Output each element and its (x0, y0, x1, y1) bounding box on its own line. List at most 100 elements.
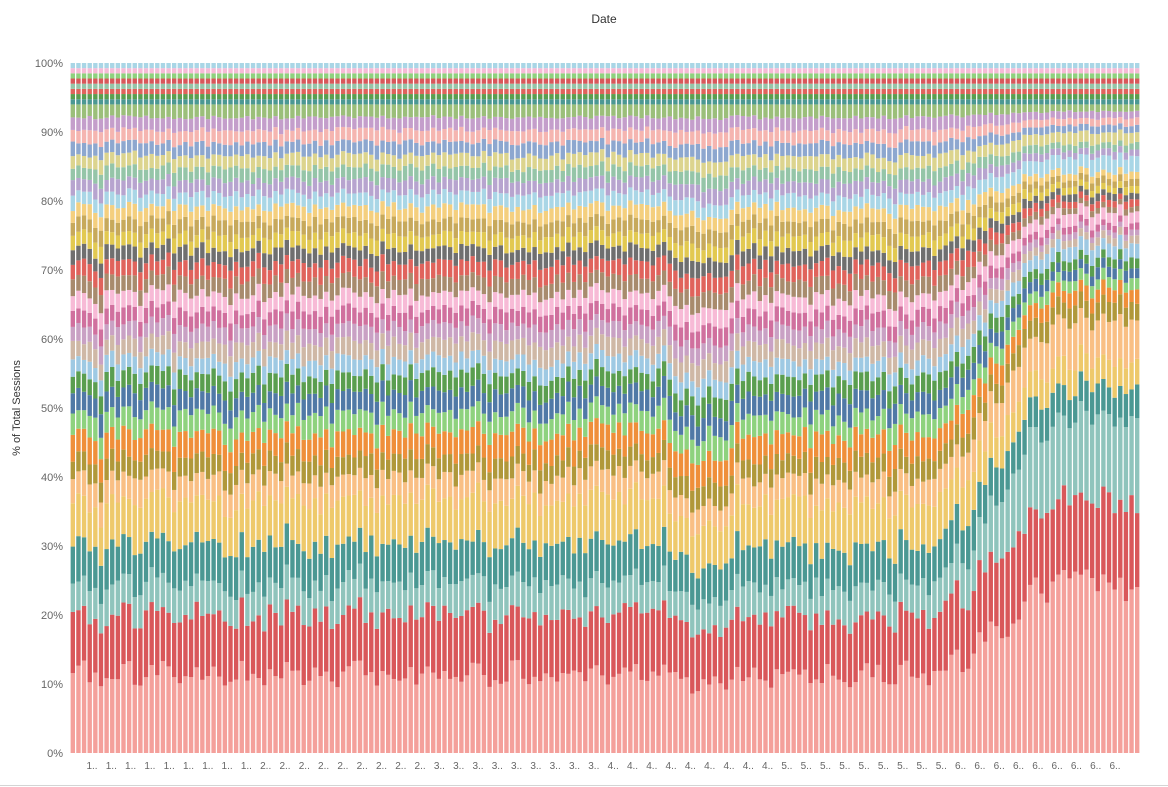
bar-segment (160, 244, 166, 260)
bar-segment (566, 94, 571, 100)
bar-segment (295, 127, 301, 140)
bar-segment (104, 99, 109, 105)
bar-segment (290, 498, 295, 541)
bar-segment (143, 194, 149, 209)
bar-segment (295, 471, 301, 494)
bar-segment (729, 619, 734, 680)
bar-segment (599, 99, 605, 105)
bar-segment (442, 357, 447, 375)
bar-segment (183, 244, 188, 261)
bar-segment (616, 540, 622, 583)
bar-segment (498, 309, 504, 325)
bar-segment (521, 183, 526, 196)
bar-segment (81, 83, 87, 89)
bar-segment (239, 83, 244, 89)
bar-segment (729, 73, 734, 79)
bar-segment (515, 354, 520, 369)
bar-segment (200, 155, 205, 167)
bar-segment (301, 439, 306, 462)
bar-segment (369, 94, 374, 100)
bar-segment (476, 232, 481, 247)
bar-segment (391, 409, 397, 430)
bar-segment (583, 236, 588, 253)
bar-segment (718, 73, 723, 79)
bar-segment (115, 380, 121, 397)
bar-segment (256, 365, 261, 385)
bar-segment (763, 359, 768, 378)
bar-segment (667, 88, 672, 95)
bar-segment (295, 231, 301, 246)
bar-segment (290, 329, 295, 343)
bar-segment (425, 94, 430, 100)
bar-segment (81, 143, 87, 156)
bar-segment (447, 94, 453, 100)
bar-segment (661, 68, 667, 74)
bar-segment (340, 255, 346, 274)
bar-segment (352, 88, 357, 95)
bar-segment (667, 395, 672, 420)
bar-segment (735, 139, 740, 154)
bar-segment (791, 156, 796, 169)
bar-segment (160, 78, 166, 84)
bar-segment (290, 152, 295, 166)
bar-segment (481, 248, 487, 262)
bar-segment (661, 78, 667, 84)
bar-segment (712, 625, 718, 677)
bar-segment (594, 300, 599, 315)
bar-segment (560, 131, 565, 146)
bar-segment (200, 116, 205, 128)
bar-segment (611, 260, 616, 274)
bar-segment (239, 73, 244, 79)
bar-segment (391, 83, 397, 89)
bar-segment (295, 494, 301, 544)
bar-segment (70, 141, 76, 157)
bar-segment (797, 210, 802, 224)
bar-segment (262, 335, 267, 350)
bar-segment (425, 309, 430, 324)
bar-segment (723, 526, 729, 564)
bar-segment (239, 267, 244, 285)
bar-segment (599, 539, 605, 584)
bar-segment (245, 73, 250, 79)
bar-segment (222, 83, 228, 89)
bar-segment (307, 83, 312, 89)
bar-segment (633, 73, 639, 79)
bar-segment (780, 118, 785, 131)
bar-segment (408, 78, 413, 84)
bar-segment (239, 104, 244, 118)
bar-segment (639, 68, 644, 74)
bar-segment (583, 99, 588, 105)
bar-segment (476, 246, 481, 262)
bar-segment (543, 182, 549, 196)
bar-segment (194, 130, 199, 142)
bar-segment (791, 345, 796, 362)
bar-segment (233, 342, 239, 363)
bar-segment (183, 104, 188, 120)
bar-segment (166, 139, 171, 152)
bar-segment (768, 272, 774, 288)
bar-segment (583, 142, 588, 156)
bar-segment (335, 154, 340, 168)
bar-segment (650, 671, 656, 753)
bar-segment (521, 94, 526, 100)
bar-segment (408, 117, 413, 129)
bar-segment (312, 263, 318, 278)
bar-segment (599, 469, 605, 492)
bar-segment (752, 291, 757, 310)
bar-segment (645, 358, 650, 375)
bar-segment (515, 99, 520, 105)
bar-segment (87, 130, 92, 145)
bar-segment (487, 144, 492, 157)
bar-segment (549, 347, 554, 367)
bar-segment (639, 679, 644, 753)
bar-segment (571, 329, 577, 347)
bar-segment (549, 252, 554, 267)
bar-segment (797, 265, 802, 280)
bar-segment (684, 339, 689, 356)
bar-segment (797, 143, 802, 157)
bar-segment (645, 292, 650, 310)
bar-segment (695, 331, 701, 349)
bar-segment (250, 357, 256, 373)
bar-segment (780, 63, 785, 69)
bar-segment (470, 156, 475, 169)
